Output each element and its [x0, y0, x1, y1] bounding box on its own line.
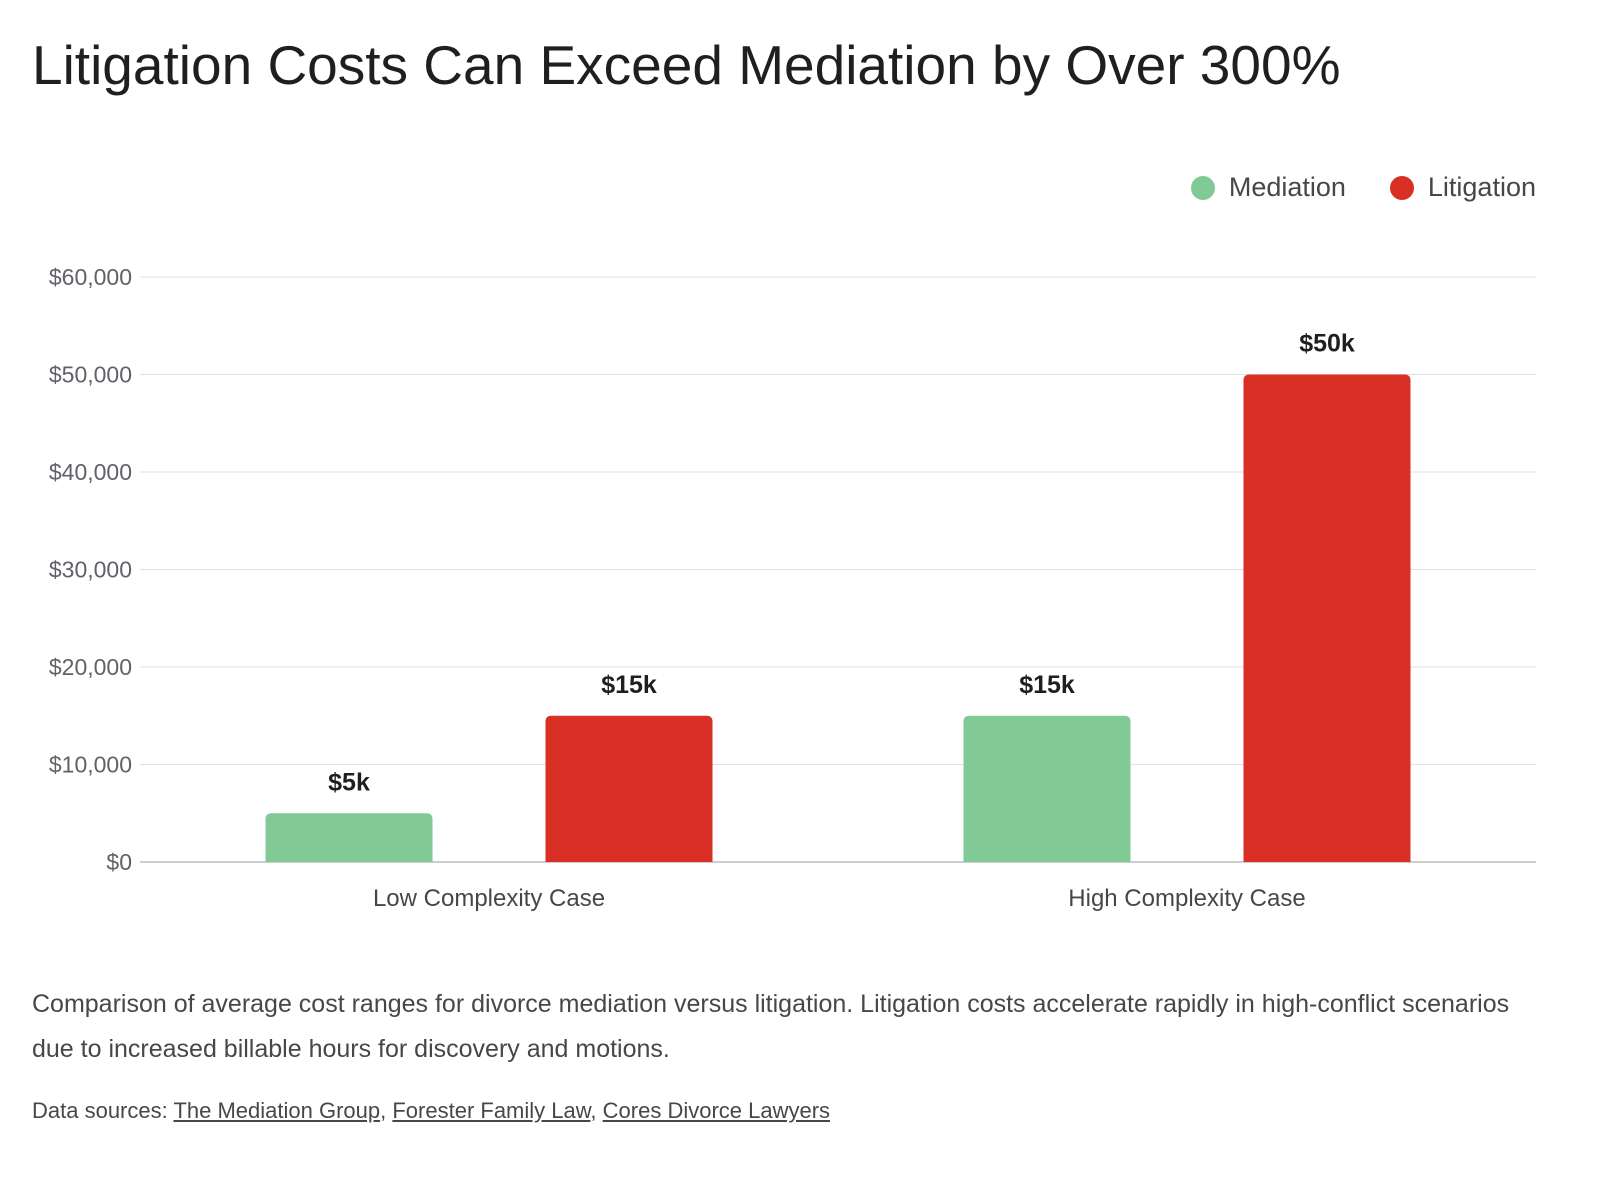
chart-legend: Mediation Litigation	[1190, 172, 1536, 203]
chart-caption: Comparison of average cost ranges for di…	[32, 990, 1510, 1063]
y-tick-label: $40,000	[49, 459, 132, 485]
bar-mediation-high	[963, 715, 1131, 862]
bar-litigation-low	[545, 715, 713, 862]
bar-litigation-high	[1243, 374, 1411, 862]
data-sources: Data sources: The Mediation Group, Fores…	[32, 1094, 830, 1128]
y-tick-label: $20,000	[49, 654, 132, 680]
chart-title: Litigation Costs Can Exceed Mediation by…	[32, 34, 1341, 96]
y-tick-label: $30,000	[49, 557, 132, 583]
legend-label-litigation: Litigation	[1427, 172, 1536, 202]
data-label: $15k	[1019, 671, 1075, 699]
source-link-cores-divorce-lawyers[interactable]: Cores Divorce Lawyers	[602, 1098, 831, 1123]
y-tick-label: $60,000	[49, 264, 132, 290]
data-label: $5k	[328, 768, 370, 796]
source-separator: ,	[590, 1098, 603, 1123]
legend-swatch-litigation	[1389, 175, 1414, 200]
data-label: $50k	[1299, 330, 1355, 358]
x-category-label: Low Complexity Case	[373, 885, 605, 912]
legend-item-mediation[interactable]: Mediation	[1190, 172, 1346, 203]
y-tick-label: $10,000	[49, 752, 132, 778]
legend-label-mediation: Mediation	[1228, 172, 1346, 202]
sources-prefix: Data sources:	[32, 1098, 174, 1123]
bar-chart: $0 $10,000 $20,000 $30,000 $40,000 $50,000 $60…	[49, 264, 1536, 912]
legend-swatch-mediation	[1190, 175, 1215, 200]
x-category-label: High Complexity Case	[1068, 885, 1305, 912]
source-link-mediation-group[interactable]: The Mediation Group	[173, 1098, 381, 1123]
y-tick-label: $50,000	[49, 362, 132, 388]
source-link-forester-family-law[interactable]: Forester Family Law	[392, 1098, 591, 1123]
bar-mediation-low	[265, 813, 433, 862]
legend-item-litigation[interactable]: Litigation	[1389, 172, 1536, 203]
data-label: $15k	[601, 671, 657, 699]
y-tick-label: $0	[106, 849, 132, 875]
source-separator: ,	[380, 1098, 393, 1123]
